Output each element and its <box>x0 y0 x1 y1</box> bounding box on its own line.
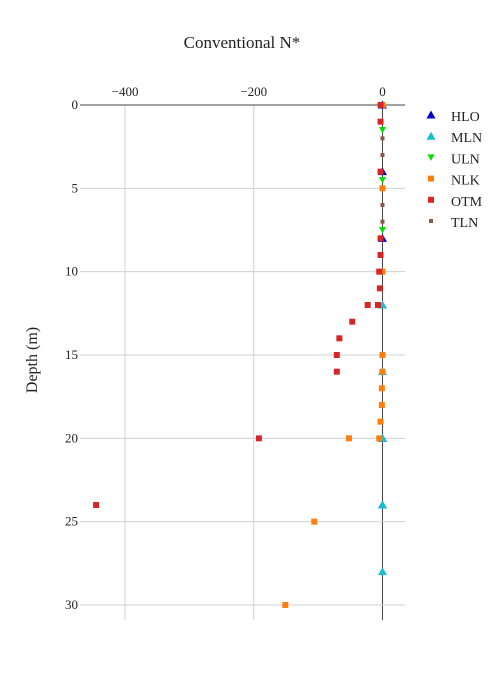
point-otm <box>374 302 381 308</box>
legend: HLO MLN ULN NLK OTM TLN <box>426 110 483 231</box>
y-tick-label: 30 <box>65 597 78 612</box>
point-otm <box>333 368 340 375</box>
y-tick-label: 5 <box>72 180 79 195</box>
series-tln <box>380 136 385 224</box>
legend-label: HLO <box>451 110 480 125</box>
point-nlk <box>379 185 386 192</box>
y-tick-label: 15 <box>65 347 78 362</box>
legend-item-otm[interactable]: OTM <box>428 195 483 210</box>
point-otm <box>377 102 384 108</box>
point-otm <box>349 318 356 325</box>
tick-labels: −400 −200 0 0 5 10 15 20 25 30 <box>65 84 386 612</box>
data-points <box>93 100 387 608</box>
x-tick-label: −400 <box>112 84 139 99</box>
legend-label: TLN <box>451 216 478 231</box>
y-tick-label: 20 <box>65 430 78 445</box>
point-tln <box>380 219 385 224</box>
point-tln <box>380 136 385 141</box>
point-mln <box>377 567 387 576</box>
legend-marker <box>426 110 436 119</box>
point-nlk <box>376 435 383 442</box>
point-tln <box>380 153 385 157</box>
legend-marker <box>426 131 436 140</box>
point-nlk <box>346 435 353 442</box>
legend-item-hlo[interactable]: HLO <box>426 110 480 125</box>
x-tick-label: 0 <box>379 84 386 99</box>
point-otm <box>93 502 100 508</box>
point-nlk <box>379 368 386 375</box>
point-otm <box>377 168 384 175</box>
series-otm <box>93 102 384 508</box>
point-otm <box>364 302 371 308</box>
point-nlk <box>378 402 385 408</box>
legend-item-uln[interactable]: ULN <box>427 152 480 167</box>
point-otm <box>377 252 384 258</box>
point-otm <box>376 285 383 292</box>
legend-item-nlk[interactable]: NLK <box>428 174 480 189</box>
x-tick-label: −200 <box>240 84 267 99</box>
point-otm <box>333 352 340 358</box>
point-otm <box>255 435 262 442</box>
point-otm <box>376 268 383 275</box>
point-otm <box>377 235 384 242</box>
y-tick-label: 10 <box>65 264 78 279</box>
legend-item-tln[interactable]: TLN <box>429 216 478 231</box>
point-mln <box>377 500 387 509</box>
y-axis-title: Depth (m) <box>24 327 41 393</box>
point-nlk <box>379 268 386 275</box>
point-nlk <box>377 418 384 425</box>
legend-marker <box>427 154 435 161</box>
legend-marker <box>428 196 434 203</box>
legend-label: NLK <box>451 174 480 189</box>
legend-item-mln[interactable]: MLN <box>426 131 483 146</box>
legend-marker <box>429 219 433 223</box>
point-uln <box>378 227 386 234</box>
y-tick-label: 25 <box>65 514 78 529</box>
y-tick-label: 0 <box>72 97 79 112</box>
point-otm <box>336 335 343 342</box>
point-nlk <box>311 518 318 525</box>
point-nlk <box>378 385 385 392</box>
point-nlk <box>379 352 386 358</box>
series-uln <box>378 127 386 234</box>
point-uln <box>378 177 386 184</box>
gridlines <box>80 104 405 620</box>
point-uln <box>378 127 386 134</box>
legend-label: MLN <box>451 131 482 146</box>
chart-title: Conventional N* <box>184 33 301 52</box>
point-tln <box>380 203 385 207</box>
legend-label: OTM <box>451 195 483 210</box>
legend-label: ULN <box>451 152 480 167</box>
point-otm <box>377 118 384 125</box>
point-nlk <box>282 602 289 608</box>
legend-marker <box>428 175 434 182</box>
